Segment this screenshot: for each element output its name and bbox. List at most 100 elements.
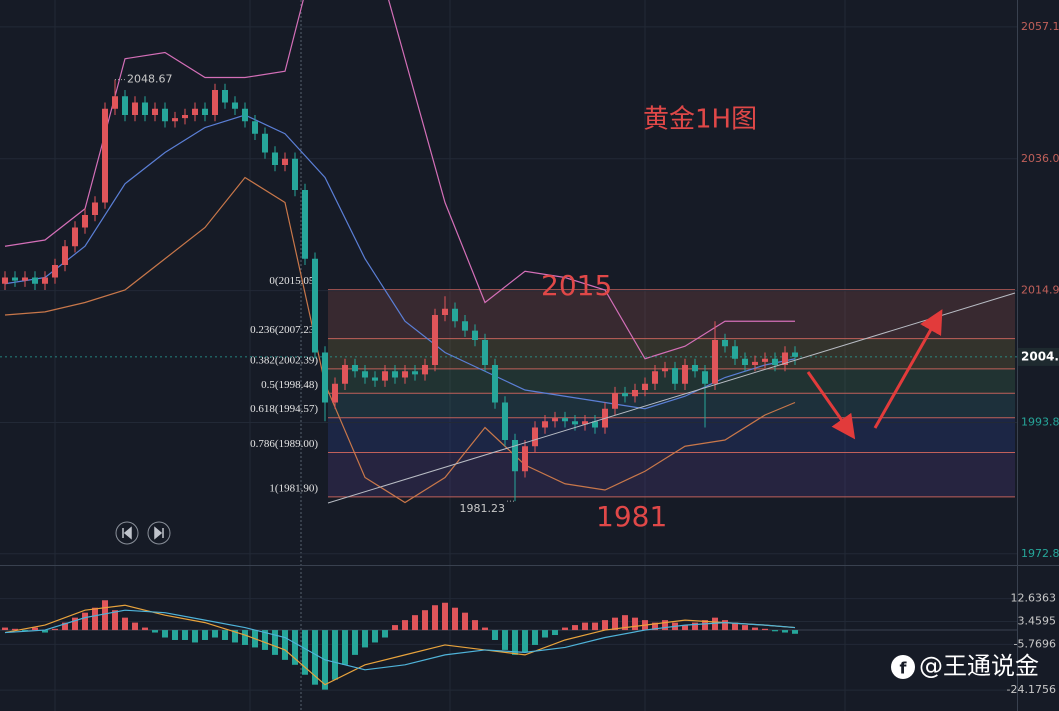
replay-controls[interactable]	[115, 521, 171, 545]
candle-body	[132, 102, 138, 115]
histogram-bar	[742, 625, 748, 631]
candle-body	[762, 358, 768, 362]
histogram-bar	[52, 628, 58, 631]
candle-body	[462, 321, 468, 331]
fib-zone	[328, 452, 1015, 497]
histogram-bar	[282, 630, 288, 660]
histogram-bar	[602, 620, 608, 631]
histogram-bar	[392, 625, 398, 631]
annotation: 1981	[596, 500, 667, 533]
candle-body	[582, 421, 588, 425]
fib-label: 0.382(2002.39)	[250, 354, 318, 366]
candle-body	[522, 446, 528, 472]
candle-body	[512, 440, 518, 472]
chart-title: 黄金1H图	[643, 105, 757, 135]
histogram-bar	[12, 628, 18, 631]
candle-body	[172, 118, 178, 122]
histogram-bar	[172, 630, 178, 640]
candle-body	[332, 383, 338, 403]
histogram-bar	[502, 630, 508, 650]
fib-zone	[328, 368, 1015, 394]
fib-zone	[328, 289, 1015, 339]
arrow-down	[806, 371, 856, 440]
next-button[interactable]	[147, 521, 171, 545]
candle-body	[432, 315, 438, 365]
macd-pane	[0, 598, 1017, 691]
candle-body	[792, 352, 798, 357]
histogram-bar	[682, 625, 688, 631]
candle-body	[642, 383, 648, 390]
histogram-bar	[532, 630, 538, 645]
candle-body	[542, 421, 548, 428]
histogram-bar	[592, 622, 598, 631]
histogram-bar	[262, 630, 268, 650]
candle-body	[192, 108, 198, 115]
candle-body	[572, 421, 578, 425]
histogram-bar	[112, 610, 118, 631]
watermark-text: @王通说金	[919, 652, 1039, 680]
annotation: 2015	[541, 269, 612, 302]
histogram-bar	[622, 615, 628, 631]
histogram-bar	[222, 630, 228, 640]
candle-body	[392, 371, 398, 378]
candle-body	[242, 108, 248, 122]
histogram-bar	[662, 620, 668, 631]
candle-body	[372, 377, 378, 381]
histogram-bar	[332, 630, 338, 680]
next-icon	[154, 526, 164, 540]
histogram-bar	[452, 607, 458, 631]
candle-body	[82, 215, 88, 228]
candle-body	[722, 340, 728, 347]
histogram-bar	[462, 612, 468, 631]
candle-body	[752, 361, 758, 365]
trend-line	[327, 292, 1016, 504]
price-axis: 2057.1 2036.0 2014.9 1993.8 1972.8 2004.3 12.6…	[1007, 20, 1059, 696]
candle-body	[22, 277, 28, 281]
histogram-bar	[572, 625, 578, 631]
macd-line	[4, 609, 796, 671]
histogram-bar	[152, 630, 158, 633]
candle-body	[652, 371, 658, 384]
candle-body	[312, 258, 318, 353]
candle-body	[162, 108, 168, 122]
candle-body	[612, 393, 618, 409]
candle-body	[102, 108, 108, 203]
fib-zone	[328, 417, 1015, 453]
band-line	[4, 114, 796, 410]
histogram-bar	[242, 630, 248, 645]
histogram-bar	[412, 615, 418, 631]
prev-button[interactable]	[115, 521, 139, 545]
histogram-bar	[102, 600, 108, 631]
candle-body	[412, 371, 418, 375]
histogram-bar	[752, 627, 758, 631]
candle-body	[222, 90, 228, 103]
histogram-bar	[42, 630, 48, 633]
candle-body	[302, 190, 308, 259]
histogram-bar	[612, 617, 618, 631]
histogram-bar	[542, 630, 548, 638]
histogram-bar	[342, 630, 348, 665]
candle-body	[152, 108, 158, 115]
candle-body	[502, 402, 508, 440]
band-line	[4, 176, 796, 504]
candle-body	[252, 121, 258, 134]
fib-levels: 0(2015.05) 0.236(2007.23) 0.382(2002.39) 0.…	[250, 275, 1015, 498]
high-label: 2048.67	[127, 73, 173, 86]
histogram-bar	[712, 617, 718, 631]
fib-label: 0.5(1998.48)	[261, 379, 318, 391]
histogram-bar	[92, 607, 98, 631]
candle-body	[232, 102, 238, 109]
histogram-bar	[382, 630, 388, 638]
candle-body	[782, 352, 788, 365]
y-tick-label: 1993.8	[1021, 416, 1059, 429]
watermark-icon	[891, 655, 915, 679]
fib-label: 0(2015.05)	[269, 275, 318, 287]
candle-body	[322, 352, 328, 403]
histogram-bar	[132, 622, 138, 631]
candle-body	[772, 358, 778, 365]
candle-body	[182, 115, 188, 119]
fib-zone	[328, 338, 1015, 369]
histogram-bar	[522, 630, 528, 653]
histogram-bar	[552, 630, 558, 636]
